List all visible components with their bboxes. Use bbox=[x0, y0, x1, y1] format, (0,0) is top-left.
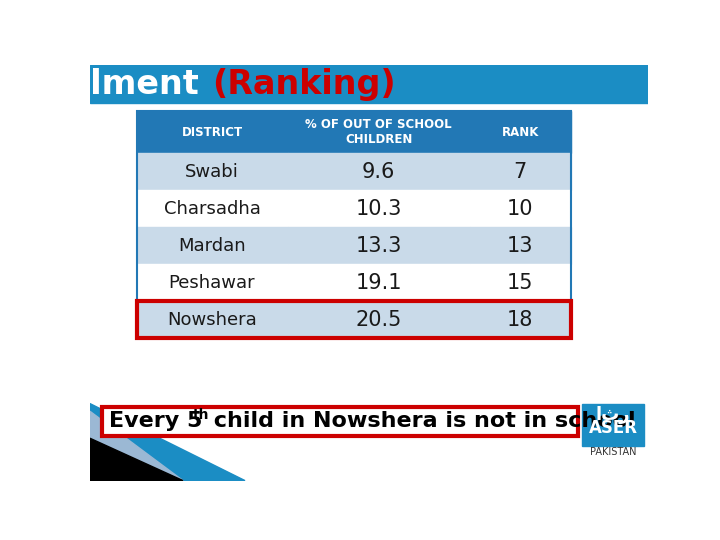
Bar bbox=[287, 264, 469, 301]
Text: 10: 10 bbox=[507, 199, 534, 219]
Text: Mardan: Mardan bbox=[179, 237, 246, 255]
Text: 19.1: 19.1 bbox=[356, 273, 402, 293]
Bar bbox=[287, 111, 469, 153]
Text: Charsadha: Charsadha bbox=[163, 200, 261, 218]
Bar bbox=[137, 264, 287, 301]
Bar bbox=[102, 407, 578, 436]
Text: Swabi: Swabi bbox=[185, 163, 239, 181]
Bar bbox=[137, 301, 287, 338]
Text: 15: 15 bbox=[507, 273, 534, 293]
Text: 7: 7 bbox=[513, 162, 527, 182]
Text: 20.5: 20.5 bbox=[356, 309, 402, 329]
Bar bbox=[137, 111, 570, 338]
Bar bbox=[469, 301, 570, 338]
Text: 10.3: 10.3 bbox=[356, 199, 402, 219]
Text: % OF OUT OF SCHOOL
CHILDREN: % OF OUT OF SCHOOL CHILDREN bbox=[305, 118, 452, 146]
Bar bbox=[582, 403, 644, 446]
Text: Peshawar: Peshawar bbox=[168, 274, 256, 292]
Bar bbox=[287, 301, 469, 338]
Text: child in Nowshera is not in school: child in Nowshera is not in school bbox=[206, 411, 636, 431]
Bar bbox=[90, 65, 648, 103]
Bar bbox=[469, 264, 570, 301]
Bar bbox=[137, 227, 287, 264]
Text: اثر: اثر bbox=[596, 407, 631, 424]
Bar bbox=[102, 407, 578, 436]
Bar bbox=[469, 190, 570, 227]
Text: 9.6: 9.6 bbox=[362, 162, 395, 182]
Bar bbox=[287, 227, 469, 264]
Text: 18: 18 bbox=[507, 309, 534, 329]
Bar bbox=[137, 301, 570, 338]
Text: (Ranking): (Ranking) bbox=[212, 68, 395, 100]
Bar bbox=[137, 153, 287, 190]
Text: Every 5: Every 5 bbox=[109, 411, 203, 431]
Bar bbox=[469, 227, 570, 264]
Text: 13.3: 13.3 bbox=[356, 236, 402, 256]
Text: th: th bbox=[193, 408, 210, 422]
Bar bbox=[137, 111, 287, 153]
Text: 13: 13 bbox=[507, 236, 534, 256]
Text: Nowshera: Nowshera bbox=[167, 310, 257, 329]
Polygon shape bbox=[90, 438, 183, 481]
Text: RANK: RANK bbox=[501, 126, 539, 139]
Text: DISTRICT: DISTRICT bbox=[181, 126, 243, 139]
Text: PAKISTAN: PAKISTAN bbox=[590, 447, 636, 457]
Bar bbox=[469, 153, 570, 190]
Polygon shape bbox=[90, 411, 183, 481]
Text: ASER: ASER bbox=[589, 419, 638, 437]
Bar bbox=[137, 190, 287, 227]
Polygon shape bbox=[90, 403, 245, 481]
Bar bbox=[469, 111, 570, 153]
Bar bbox=[287, 153, 469, 190]
Text: Enrollment: Enrollment bbox=[0, 68, 210, 100]
Bar bbox=[287, 190, 469, 227]
